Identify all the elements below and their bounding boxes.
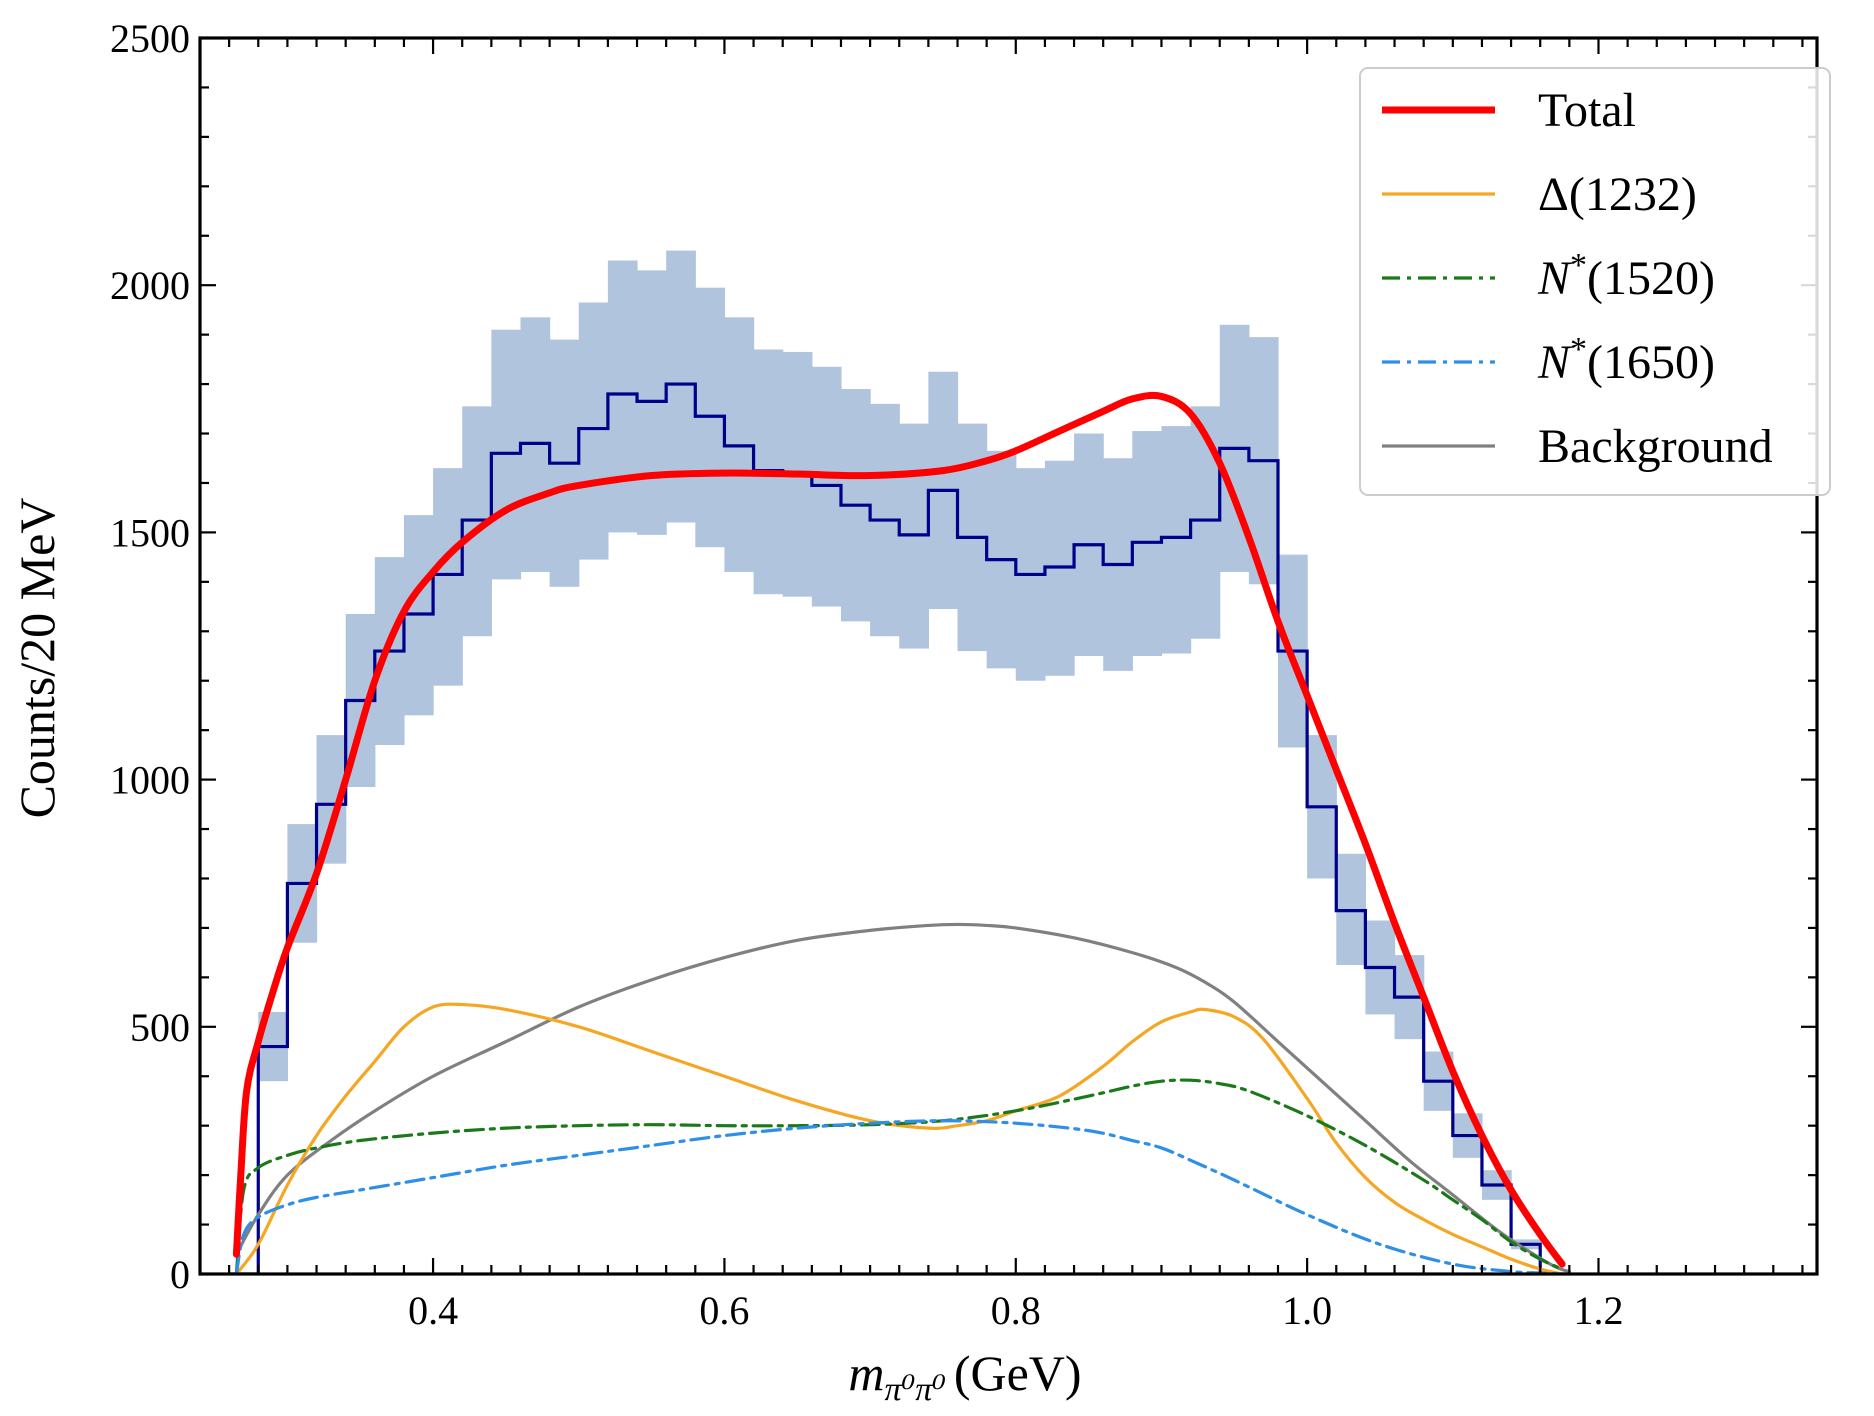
legend-label-1: Δ(1232)	[1538, 168, 1697, 221]
y-tick-label: 0	[170, 1252, 190, 1297]
x-axis-subscript: π⁰π⁰	[885, 1371, 947, 1408]
plot-area	[229, 250, 1571, 1274]
series-line-4	[234, 922, 1571, 1274]
uncertainty-band-bin	[433, 468, 463, 686]
x-axis-title: mπ⁰π⁰ (GeV)	[848, 1345, 1081, 1408]
x-tick-label: 1.0	[1282, 1288, 1332, 1333]
uncertainty-band-bin	[1190, 406, 1221, 639]
series-line-1	[234, 1002, 1564, 1274]
legend-label-2: N*(1520)	[1537, 247, 1715, 305]
x-tick-label: 0.8	[991, 1288, 1041, 1333]
axes: 0.4 0.6 0.8 1.0 1.2 0 500 1000 1500 2000 2500	[110, 16, 1819, 1333]
x-tick-label: 1.2	[1573, 1288, 1623, 1333]
uncertainty-band-bin	[1161, 426, 1192, 654]
legend-label-0: Total	[1538, 84, 1636, 137]
legend-label-3: N*(1650)	[1537, 331, 1715, 389]
series-line-0	[232, 391, 1566, 1268]
y-tick-label: 2000	[110, 263, 190, 308]
uncertainty-band-bin	[666, 250, 696, 523]
uncertainty-band-bin	[578, 302, 609, 560]
x-axis-symbol: m	[848, 1345, 884, 1401]
x-axis-unit: (GeV)	[954, 1345, 1082, 1401]
plot-inner	[229, 250, 1571, 1274]
legend-box	[1359, 67, 1831, 496]
uncertainty-band-bin	[607, 260, 638, 533]
y-tick-label: 1500	[110, 510, 190, 555]
x-tick-label: 0.6	[699, 1288, 749, 1333]
y-tick-label: 500	[130, 1005, 190, 1050]
y-axis-title: Counts/20 MeV	[9, 498, 65, 819]
legend: Total Δ(1232) N*(1520) N*(1650) Background	[1359, 67, 1831, 496]
y-tick-label: 2500	[110, 16, 190, 61]
data-histogram	[229, 382, 1570, 1274]
series-line-3	[234, 1119, 1564, 1274]
x-tick-label: 0.4	[408, 1288, 458, 1333]
plot-frame	[198, 36, 1819, 1276]
y-tick-label: 1000	[110, 758, 190, 803]
axis-titles: Counts/20 MeV mπ⁰π⁰ (GeV)	[9, 498, 1082, 1408]
legend-label-4: Background	[1538, 420, 1773, 473]
series-line-2	[234, 1078, 1564, 1274]
